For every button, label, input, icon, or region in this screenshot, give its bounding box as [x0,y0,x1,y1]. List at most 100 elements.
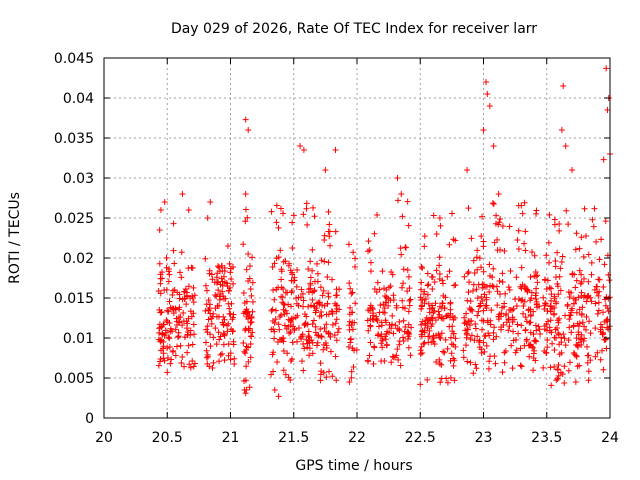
data-point [451,282,458,289]
data-point [563,207,570,214]
data-point [321,258,328,265]
data-points [155,65,613,400]
data-point [383,294,390,301]
data-point [439,315,446,322]
data-point [573,230,580,237]
data-point [277,247,284,254]
data-point [521,199,528,206]
data-point [181,334,188,341]
data-point [160,321,167,328]
data-point [594,349,601,356]
data-point [216,264,223,271]
data-point [561,363,568,370]
data-point [205,297,212,304]
data-point [310,204,317,211]
data-point [227,269,234,276]
data-point [468,317,475,324]
data-point [216,358,223,365]
data-point [161,287,168,294]
data-point [399,213,406,220]
data-point [305,328,312,335]
data-point [378,340,385,347]
data-point [476,337,483,344]
data-point [418,343,425,350]
data-point [522,314,529,321]
data-point [522,228,529,235]
data-point [307,274,314,281]
data-point [472,361,479,368]
data-point [273,307,280,314]
data-point [444,379,451,386]
data-point [272,316,279,323]
data-point [318,257,325,264]
data-point [369,316,376,323]
data-point [557,265,564,272]
data-point [556,220,563,227]
data-point [542,300,549,307]
data-point [320,287,327,294]
data-point [502,347,509,354]
data-point [310,317,317,324]
data-point [217,281,224,288]
data-point [323,374,330,381]
data-point [441,349,448,356]
data-point [280,347,287,354]
data-point [439,280,446,287]
data-point [483,79,490,85]
data-point [375,323,382,330]
data-point [421,300,428,307]
data-point [162,327,169,334]
data-point [221,331,228,338]
data-point [562,312,569,319]
data-point [245,358,252,365]
data-point [380,301,387,308]
data-point [578,341,585,348]
data-point [429,285,436,292]
data-point [593,238,600,245]
x-tick-label: 21.5 [278,430,309,446]
data-point [216,336,223,343]
data-point [381,309,388,316]
data-point [551,363,558,370]
data-point [426,333,433,340]
data-point [462,342,469,349]
data-point [388,359,395,366]
data-point [209,313,216,320]
data-point [160,355,167,362]
data-point [490,200,497,207]
data-point [430,309,437,316]
data-point [396,341,403,348]
data-point [428,323,435,330]
data-point [215,287,222,294]
data-point [561,335,568,342]
data-point [188,313,195,320]
x-tick-label: 23 [475,430,493,446]
data-point [230,338,237,345]
data-point [390,330,397,337]
data-point [312,329,319,336]
data-point [490,283,497,290]
data-point [601,261,608,268]
data-point [309,296,316,303]
data-point [438,375,445,382]
data-point [405,273,412,280]
data-point [436,215,443,222]
data-point [210,334,217,341]
data-point [534,272,541,279]
data-point [217,291,224,298]
data-point [399,334,406,341]
data-point [440,292,447,299]
data-point [495,313,502,320]
data-point [558,127,565,133]
data-point [480,307,487,314]
data-point [546,284,553,291]
data-point [404,288,411,295]
data-point [468,235,475,242]
data-point [526,353,533,360]
data-point [569,167,576,173]
data-point [185,265,192,272]
data-point [470,257,477,264]
data-point [378,331,385,338]
data-point [404,267,411,274]
